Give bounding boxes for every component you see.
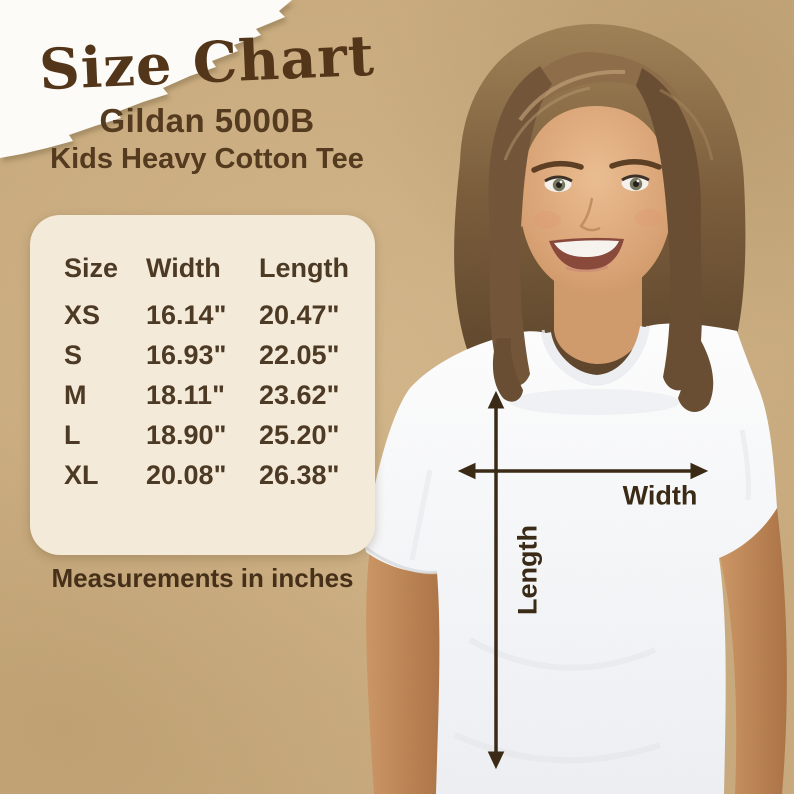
width-cell: 20.08" <box>146 459 227 490</box>
table-row: L 18.90" 25.20" <box>64 415 365 455</box>
girl-shirt <box>364 323 777 794</box>
size-table-card: Size Width Length XS 16.14" 20.47" S 16.… <box>30 215 375 555</box>
table-row: S 16.93" 22.05" <box>64 335 365 375</box>
length-arrow <box>487 390 505 770</box>
girl-neck <box>554 246 642 364</box>
length-cell: 26.38" <box>259 459 340 490</box>
width-label: Width <box>622 480 698 511</box>
table-row: XL 20.08" 26.38" <box>64 455 365 495</box>
product-description: Kids Heavy Cotton Tee <box>50 142 364 175</box>
width-cell: 16.14" <box>146 299 227 330</box>
heading-block: Size Chart Gildan 5000B Kids Heavy Cotto… <box>0 23 414 176</box>
page-title: Size Chart <box>37 22 377 104</box>
earring <box>673 224 681 232</box>
table-body: XS 16.14" 20.47" S 16.93" 22.05" M 18.11… <box>64 295 365 495</box>
girl-face <box>509 106 684 296</box>
length-cell: 20.47" <box>259 299 340 330</box>
table-row: XS 16.14" 20.47" <box>64 295 365 335</box>
girl-arms <box>366 508 787 794</box>
table-row: M 18.11" 23.62" <box>64 375 365 415</box>
girl-hair-back <box>454 24 746 401</box>
width-cell: 18.11" <box>146 379 225 410</box>
length-label: Length <box>512 525 543 615</box>
size-table: Size Width Length XS 16.14" 20.47" S 16.… <box>64 253 365 495</box>
size-cell: S <box>64 339 83 370</box>
length-cell: 22.05" <box>259 339 340 370</box>
table-header-row: Size Width Length <box>64 253 365 283</box>
girl-hair-front <box>488 52 714 412</box>
width-cell: 18.90" <box>146 419 227 450</box>
size-cell: L <box>64 419 81 450</box>
column-header-size: Size <box>64 253 119 283</box>
size-cell: M <box>64 379 87 410</box>
width-arrow <box>457 462 709 480</box>
width-cell: 16.93" <box>146 339 227 370</box>
column-header-length: Length <box>259 253 349 283</box>
measurements-note: Measurements in inches <box>51 563 354 593</box>
product-name: Gildan 5000B <box>99 101 315 139</box>
size-cell: XL <box>64 459 99 490</box>
length-cell: 23.62" <box>259 379 340 410</box>
length-cell: 25.20" <box>259 419 340 450</box>
column-header-width: Width <box>146 253 221 283</box>
size-cell: XS <box>64 299 101 330</box>
